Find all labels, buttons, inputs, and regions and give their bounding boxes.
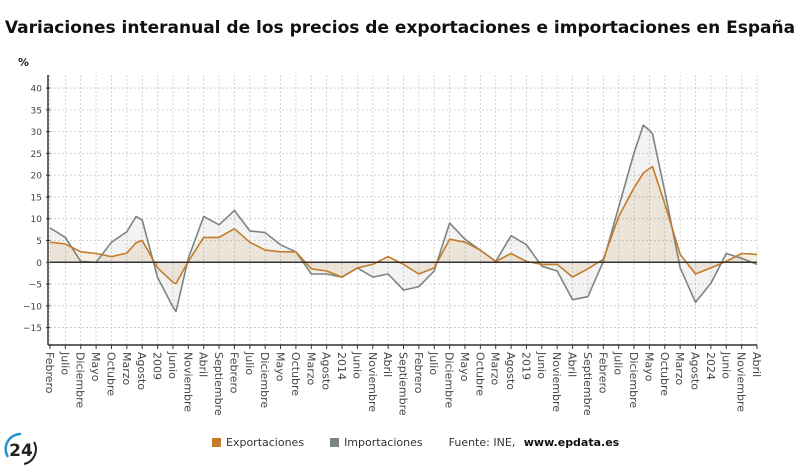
- x-tick-label: Marzo: [673, 352, 686, 386]
- y-tick-label: −5: [29, 281, 42, 291]
- x-tick-label: Octubre: [473, 352, 486, 396]
- x-tick-label: Diciembre: [627, 352, 640, 408]
- y-tick-label: −10: [23, 302, 42, 312]
- x-tick-label: Mayo: [458, 352, 471, 382]
- y-tick-label: 0: [36, 259, 42, 269]
- x-tick-label: Agosto: [320, 352, 333, 390]
- y-tick-label: 30: [31, 128, 43, 138]
- x-tick-label: Agosto: [135, 352, 148, 390]
- y-axis-unit: %: [18, 56, 29, 69]
- y-tick-label: 20: [31, 172, 43, 182]
- legend-label-exports: Exportaciones: [226, 436, 305, 449]
- x-tick-label: Abril: [566, 352, 579, 377]
- x-tick-label: Julio: [612, 351, 625, 375]
- legend-swatch-exports: [212, 438, 221, 447]
- x-tick-label: Mayo: [642, 352, 655, 382]
- x-tick-label: Junio: [535, 351, 548, 379]
- y-tick-label: 15: [31, 193, 42, 203]
- y-tick-label: 40: [31, 85, 43, 95]
- x-tick-label: Abril: [381, 352, 394, 377]
- y-tick-label: −15: [23, 324, 42, 334]
- x-tick-label: Mayo: [274, 352, 287, 382]
- x-tick-label: Julio: [58, 351, 71, 375]
- x-tick-label: Noviembre: [366, 352, 379, 412]
- source-prefix: Fuente: INE,: [448, 436, 519, 449]
- x-tick-label: Febrero: [412, 352, 425, 394]
- source-note: Fuente: INE, www.epdata.es: [449, 436, 620, 449]
- x-tick-label: Diciembre: [443, 352, 456, 408]
- x-tick-label: Marzo: [489, 352, 502, 386]
- x-tick-label: Noviembre: [550, 352, 563, 412]
- x-tick-label: Junio: [350, 351, 363, 379]
- svg-text:24: 24: [9, 441, 33, 461]
- area-imports: [50, 125, 757, 312]
- source-url[interactable]: www.epdata.es: [523, 436, 620, 449]
- x-tick-label: Junio: [719, 351, 732, 379]
- chart-title: Variaciones interanual de los precios de…: [4, 18, 796, 38]
- x-tick-label: Agosto: [504, 352, 517, 390]
- x-tick-label: Septiembre: [397, 352, 410, 416]
- x-tick-label: Julio: [243, 351, 256, 375]
- x-tick-label: Febrero: [596, 352, 609, 394]
- x-tick-label: 2024: [704, 352, 717, 380]
- x-tick-label: Febrero: [227, 352, 240, 394]
- legend-item-imports: Importaciones: [330, 436, 423, 449]
- y-tick-label: 25: [31, 150, 42, 160]
- y-tick-label: 10: [31, 215, 43, 225]
- x-tick-label: Diciembre: [74, 352, 87, 408]
- x-tick-label: Mayo: [89, 352, 102, 382]
- x-tick-label: Agosto: [689, 352, 702, 390]
- legend-label-imports: Importaciones: [344, 436, 423, 449]
- x-tick-label: 2009: [151, 352, 164, 380]
- x-tick-label: Octubre: [104, 352, 117, 396]
- logo-24: 24: [4, 432, 37, 465]
- area-exports: [50, 166, 757, 284]
- legend-swatch-imports: [330, 438, 340, 447]
- x-tick-label: Marzo: [120, 352, 133, 386]
- x-tick-label: Junio: [166, 351, 179, 379]
- x-tick-label: Julio: [427, 351, 440, 375]
- x-tick-label: Octubre: [658, 352, 671, 396]
- x-tick-label: Abril: [197, 352, 210, 377]
- x-tick-label: Febrero: [43, 352, 56, 394]
- x-tick-label: Marzo: [304, 352, 317, 386]
- legend: Exportaciones Importaciones Fuente: INE,…: [212, 436, 619, 449]
- x-tick-label: 2014: [335, 352, 348, 380]
- x-tick-label: Noviembre: [735, 352, 748, 412]
- legend-item-exports: Exportaciones: [212, 436, 304, 449]
- y-tick-label: 5: [36, 237, 42, 247]
- x-tick-label: 2019: [519, 352, 532, 380]
- x-tick-label: Abril: [750, 352, 763, 377]
- y-tick-label: 35: [31, 106, 42, 116]
- x-tick-label: Noviembre: [181, 352, 194, 412]
- x-tick-label: Octubre: [289, 352, 302, 396]
- x-tick-label: Diciembre: [258, 352, 271, 408]
- x-tick-label: Septiembre: [212, 352, 225, 416]
- x-tick-label: Septiembre: [581, 352, 594, 416]
